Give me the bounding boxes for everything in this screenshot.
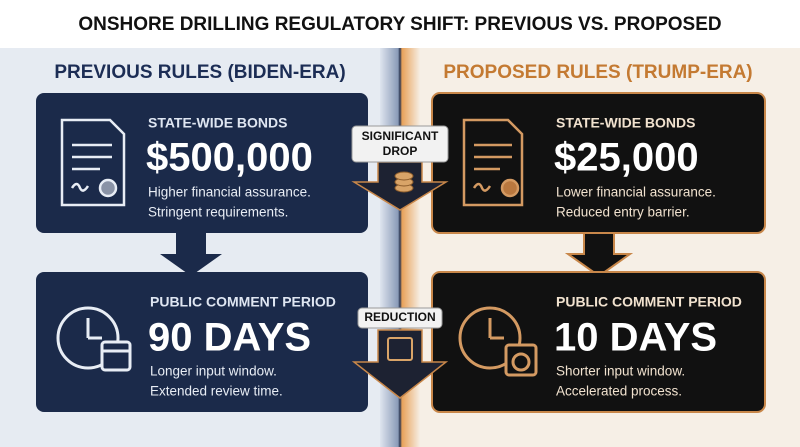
- down-arrow: [160, 232, 222, 276]
- document-icon: [462, 118, 524, 207]
- clock-icon: [458, 306, 538, 377]
- column-heading: PROPOSED RULES (TRUMP-ERA): [443, 62, 752, 83]
- card-value: 10 DAYS: [554, 316, 717, 360]
- column-heading: PREVIOUS RULES (BIDEN-ERA): [54, 62, 345, 83]
- coins-icon: [394, 171, 414, 193]
- transition-label: DROP: [383, 144, 418, 158]
- card-description: Shorter input window.: [556, 364, 685, 379]
- card-description: Stringent requirements.: [148, 205, 288, 220]
- calendar-icon: [387, 337, 413, 361]
- card-description: Longer input window.: [150, 364, 277, 379]
- card-value: $25,000: [554, 136, 699, 180]
- transition-arrow: [351, 329, 449, 399]
- card-description: Extended review time.: [150, 384, 283, 399]
- card-value: $500,000: [146, 136, 313, 180]
- transition-label: REDUCTION: [364, 310, 435, 324]
- card-label: STATE-WIDE BONDS: [148, 115, 287, 131]
- transition-label-box: [357, 307, 443, 329]
- card-label: PUBLIC COMMENT PERIOD: [150, 294, 336, 310]
- down-arrow: [564, 231, 634, 278]
- card: [36, 272, 368, 412]
- card-value: 90 DAYS: [148, 316, 311, 360]
- transition-label-box: [351, 125, 449, 163]
- card-description: Higher financial assurance.: [148, 185, 311, 200]
- title: ONSHORE DRILLING REGULATORY SHIFT: PREVI…: [78, 14, 721, 35]
- card-description: Reduced entry barrier.: [556, 205, 690, 220]
- transition-label: SIGNIFICANT: [362, 129, 439, 143]
- card-label: PUBLIC COMMENT PERIOD: [556, 294, 742, 310]
- clock-icon: [56, 306, 132, 372]
- document-icon: [60, 118, 126, 207]
- card: [431, 271, 766, 413]
- card-description: Lower financial assurance.: [556, 185, 716, 200]
- card-description: Accelerated process.: [556, 384, 682, 399]
- card-label: STATE-WIDE BONDS: [556, 115, 695, 131]
